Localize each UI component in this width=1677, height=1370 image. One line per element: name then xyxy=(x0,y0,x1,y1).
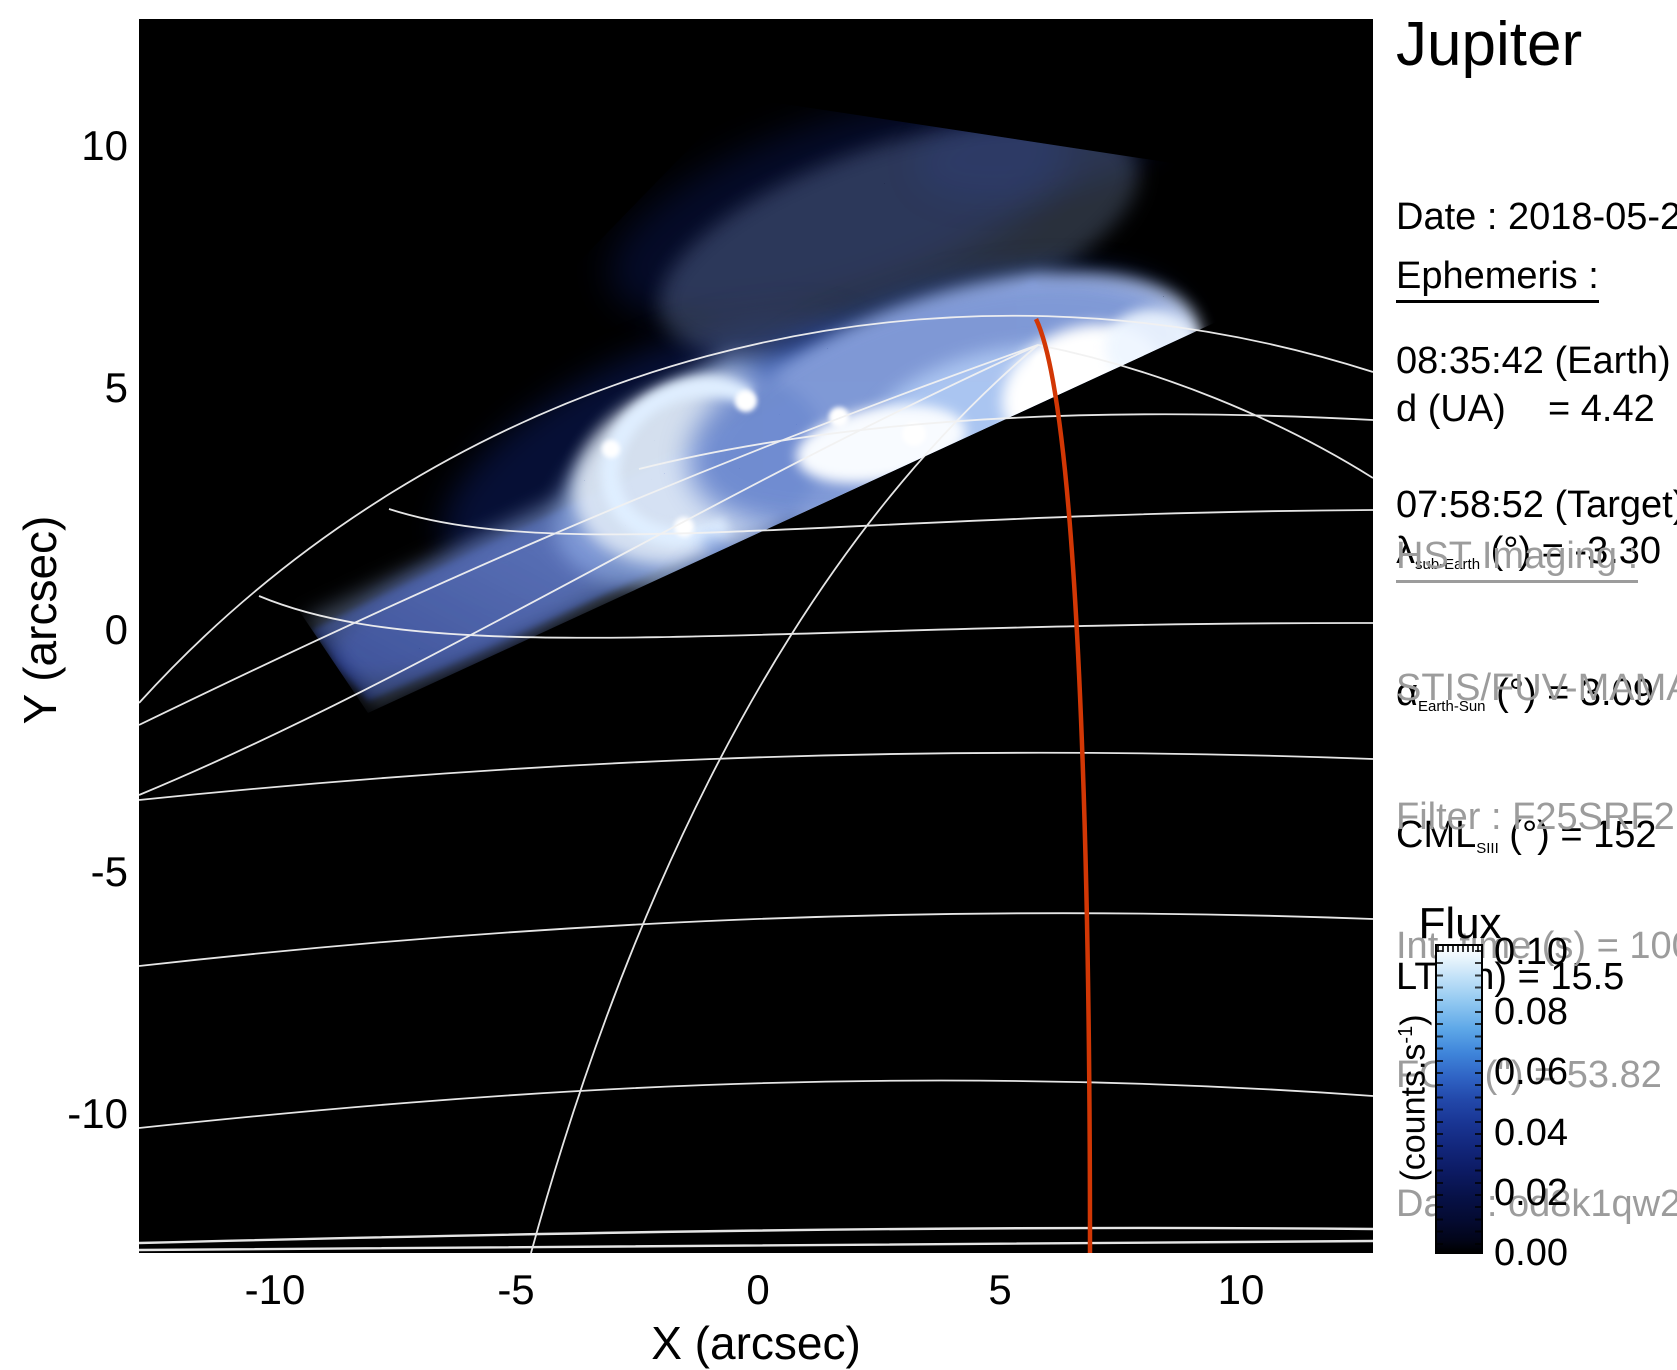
latitude-line xyxy=(258,595,1373,639)
y-tick-label: -5 xyxy=(90,848,128,895)
observation-date-block: Date : 2018-05-24 08:35:42 (Earth) 07:58… xyxy=(1396,97,1677,577)
latitude-line-bottom xyxy=(139,1226,1373,1245)
ephemeris-row-cml: CMLSIII (°) = 152 xyxy=(1396,814,1657,857)
page-title: Jupiter xyxy=(1396,10,1583,79)
auroral-knot xyxy=(902,422,926,446)
date-line: Date : 2018-05-24 xyxy=(1396,196,1677,238)
red-meridian-line xyxy=(1033,318,1093,1253)
auroral-knot xyxy=(735,390,757,412)
filter-line: Filter : F25SRF2 xyxy=(1396,796,1675,838)
y-axis-label: Y (arcsec) xyxy=(14,515,66,725)
latitude-line xyxy=(139,1079,1373,1129)
colorbar-unit-label: (counts.s-1) xyxy=(1394,1014,1433,1182)
meridian-line xyxy=(139,344,1039,726)
limb-arc xyxy=(139,314,1373,704)
colorbar-minor-ticks-right xyxy=(1475,950,1481,1252)
y-tick-label: -10 xyxy=(67,1090,128,1137)
colorbar-tick-label: 0.04 xyxy=(1494,1112,1568,1154)
x-axis-label: X (arcsec) xyxy=(651,1317,861,1369)
meridian-line xyxy=(1037,344,1373,479)
earth-time-line: 08:35:42 (Earth) xyxy=(1396,340,1671,382)
auroral-hook-arc xyxy=(600,377,754,547)
x-tick-label: 0 xyxy=(746,1266,770,1313)
latitude-line xyxy=(139,751,1373,801)
colorbar-tick-label: 0.10 xyxy=(1494,931,1568,973)
target-time-line: 07:58:52 (Target) xyxy=(1396,484,1677,526)
auroral-knot xyxy=(674,517,694,537)
colorbar-tick-label: 0.08 xyxy=(1494,991,1568,1033)
x-tick-label: -10 xyxy=(244,1266,306,1313)
sky-image-plot xyxy=(139,19,1373,1253)
planet-grid xyxy=(139,314,1373,1253)
ephemeris-row-distance: d (UA) = 4.42 xyxy=(1396,388,1655,430)
y-tick-label: 10 xyxy=(81,122,128,169)
meridian-line xyxy=(530,344,1039,1253)
ephemeris-heading: Ephemeris : xyxy=(1396,255,1599,303)
meridian-line xyxy=(139,344,1039,796)
auroral-knot xyxy=(829,407,849,427)
y-tick-label: 0 xyxy=(104,606,128,653)
colorbar-tick-label: 0.00 xyxy=(1494,1232,1568,1274)
ephemeris-row-phase-angle: αEarth-Sun (°) = 3.09 xyxy=(1396,672,1654,715)
instrument-line: STIS/FUV-MAMA xyxy=(1396,667,1677,709)
colorbar-tick-label: 0.02 xyxy=(1494,1172,1568,1214)
flux-colorbar xyxy=(1435,944,1483,1254)
x-tick-label: -5 xyxy=(497,1266,535,1313)
colorbar-title: Flux xyxy=(1418,899,1502,948)
hst-imaging-heading: HST Imaging : xyxy=(1396,535,1639,583)
colorbar-tick-label: 0.06 xyxy=(1494,1051,1568,1093)
colorbar-minor-ticks-left xyxy=(1437,950,1443,1252)
x-tick-label: 10 xyxy=(1217,1266,1265,1313)
latitude-line xyxy=(139,912,1373,967)
ephemeris-row-subearth-lat: λsub-Earth (°) = -3.30 xyxy=(1396,530,1662,573)
auroral-knot xyxy=(602,440,620,458)
colorbar-minor-ticks-top xyxy=(1437,946,1481,952)
y-tick-label: 5 xyxy=(104,364,128,411)
x-tick-label: 5 xyxy=(988,1266,1012,1313)
aurora-image-canvas xyxy=(139,19,1373,1253)
latitude-line xyxy=(388,508,1373,536)
